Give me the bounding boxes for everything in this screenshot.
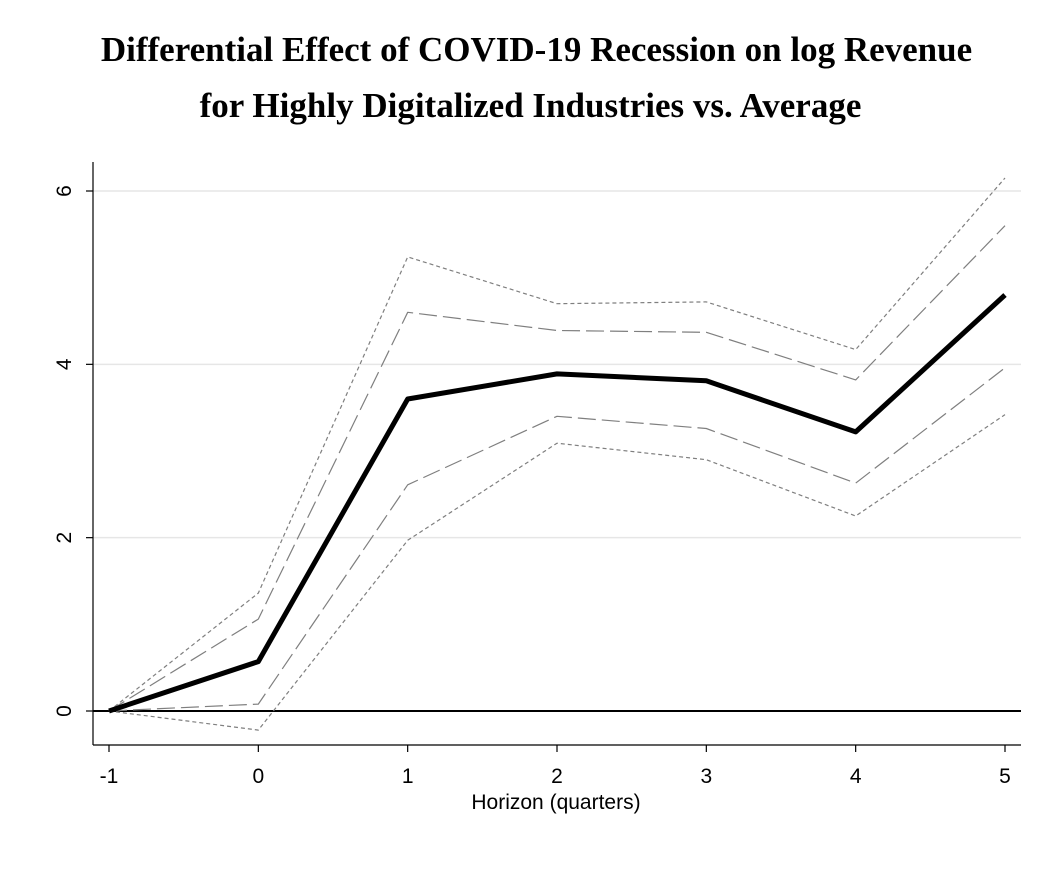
series-line-1-solid-thick bbox=[108, 293, 1007, 714]
series-line-2-long-dash bbox=[108, 225, 1006, 712]
x-tick-label-4: 4 bbox=[850, 765, 862, 788]
tick-labels: 0 2 4 6 -1 0 1 2 3 4 5 bbox=[53, 185, 1011, 788]
y-tick-label-0: 0 bbox=[53, 705, 76, 717]
y-tick-label-2: 2 bbox=[53, 532, 76, 544]
y-tick-label-6: 6 bbox=[53, 185, 76, 197]
y-tick-label-4: 4 bbox=[53, 358, 76, 370]
series-lines bbox=[108, 177, 1007, 731]
chart-title-line-2: for Highly Digitalized Industries vs. Av… bbox=[199, 86, 862, 125]
x-tick-label--1: -1 bbox=[100, 765, 119, 788]
x-axis-title: Horizon (quarters) bbox=[471, 791, 640, 814]
x-tick-label-0: 0 bbox=[252, 765, 264, 788]
x-tick-label-3: 3 bbox=[700, 765, 712, 788]
series-line-3-long-dash bbox=[108, 367, 1006, 712]
series-line-5-short-dash bbox=[108, 414, 1006, 731]
x-tick-label-1: 1 bbox=[402, 765, 414, 788]
chart-title-line-1: Differential Effect of COVID-19 Recessio… bbox=[100, 30, 973, 69]
x-tick-label-2: 2 bbox=[551, 765, 563, 788]
x-tick-label-5: 5 bbox=[999, 765, 1011, 788]
series-line-4-short-dash bbox=[108, 177, 1006, 712]
grid-lines bbox=[93, 190, 1021, 539]
axes bbox=[86, 162, 1021, 752]
